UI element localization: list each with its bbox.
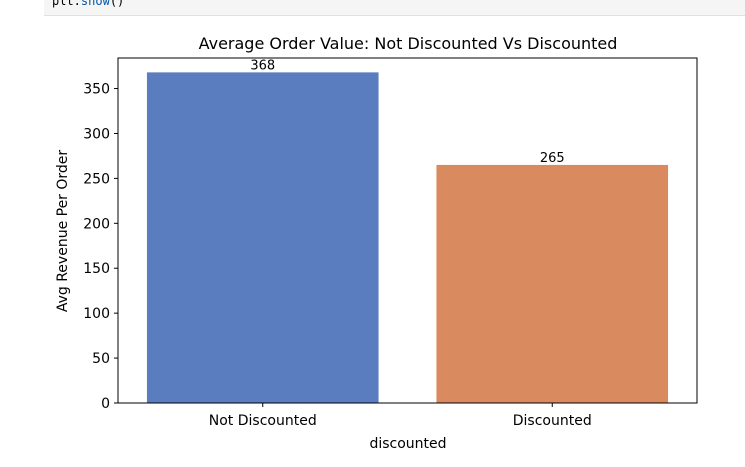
y-tick-label: 350 (83, 82, 110, 98)
x-tick-label: Not Discounted (209, 413, 317, 429)
y-axis-label: Avg Revenue Per Order (55, 150, 71, 313)
bar (436, 164, 669, 403)
y-tick-label: 150 (83, 261, 110, 277)
plot-frame (117, 57, 698, 404)
x-axis-label: discounted (369, 436, 446, 452)
y-tick-label: 100 (83, 306, 110, 322)
code-parens: () (109, 0, 125, 8)
y-tick-label: 50 (92, 351, 110, 367)
y-tick-label: 250 (83, 171, 110, 187)
code-line: plt.show() (52, 0, 124, 8)
code-object: plt. (52, 0, 81, 8)
bar-value-label: 368 (250, 58, 275, 73)
y-tick-label: 200 (83, 216, 110, 232)
chart-title: Average Order Value: Not Discounted Vs D… (199, 34, 618, 53)
bar (146, 72, 379, 403)
y-tick-label: 0 (101, 396, 110, 412)
bar-value-label: 265 (540, 151, 565, 166)
y-tick-label: 300 (83, 126, 110, 142)
code-cell[interactable]: plt.show() (44, 0, 745, 16)
code-function: show (80, 0, 110, 8)
x-tick-label: Discounted (513, 413, 592, 429)
